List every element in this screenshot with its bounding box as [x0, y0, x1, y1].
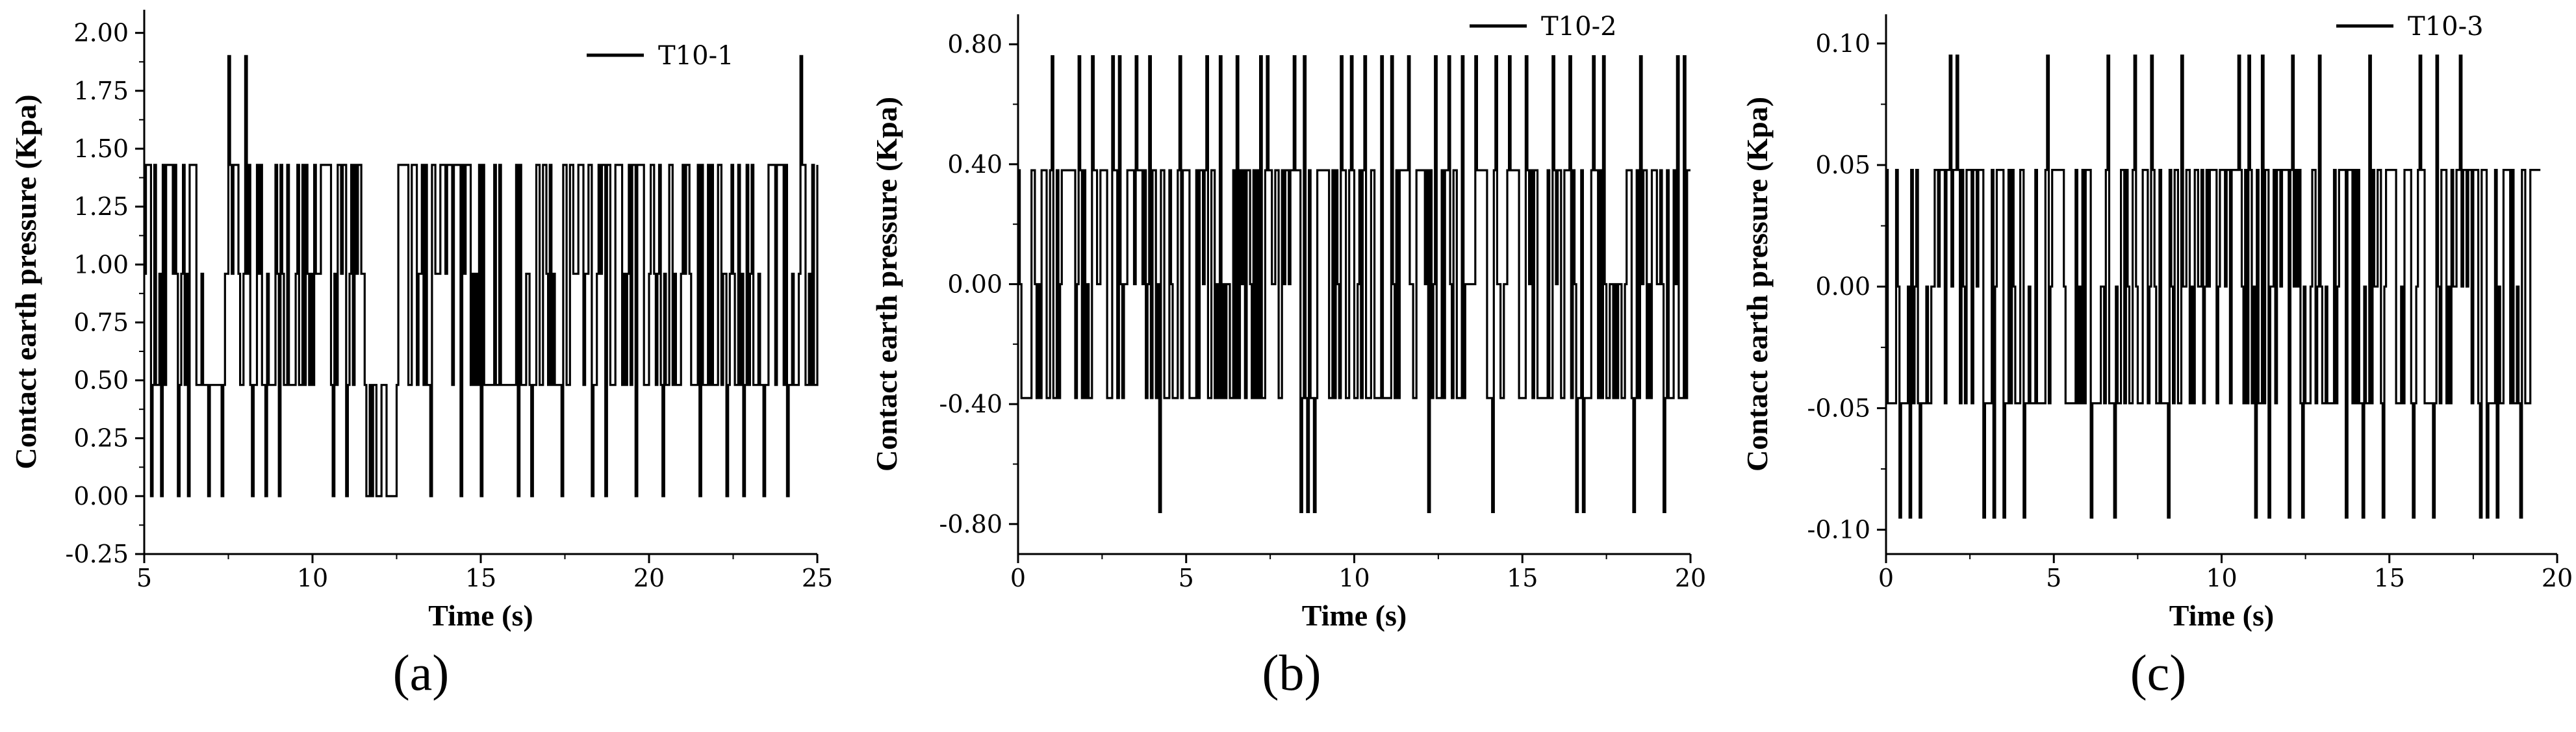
- y-axis-label: Contact earth pressure (Kpa): [1741, 97, 1774, 472]
- legend-label: T10-2: [1541, 12, 1617, 42]
- y-axis-label: Contact earth pressure (Kpa): [870, 97, 903, 472]
- x-tick-label: 15: [465, 564, 496, 592]
- y-tick-label: 0.00: [73, 482, 129, 511]
- y-tick-label: -0.05: [1807, 394, 1870, 422]
- series-line-T10-1: [144, 55, 819, 498]
- x-tick-label: 10: [297, 564, 328, 592]
- x-tick-label: 10: [1338, 564, 1370, 592]
- y-tick-label: 0.80: [947, 30, 1002, 58]
- y-tick-label: 1.25: [73, 192, 129, 221]
- y-tick-label: 0.00: [947, 270, 1002, 299]
- x-tick-label: 10: [2206, 564, 2237, 592]
- x-tick-label: 20: [2542, 564, 2573, 592]
- panel-caption: (a): [393, 644, 450, 701]
- panel-caption: (c): [2130, 644, 2187, 701]
- x-tick-label: 20: [1675, 564, 1706, 592]
- y-tick-label: -0.25: [66, 540, 129, 568]
- x-tick-label: 15: [2374, 564, 2405, 592]
- legend-label: T10-3: [2408, 12, 2484, 42]
- y-tick-label: 0.25: [73, 424, 129, 453]
- legend-label: T10-1: [658, 41, 734, 71]
- y-tick-label: 0.10: [1815, 29, 1870, 58]
- series-line-T10-2: [1018, 55, 1690, 513]
- y-tick-label: 0.05: [1815, 151, 1870, 179]
- y-axis-label: Contact earth pressure (Kpa): [9, 94, 42, 469]
- y-tick-label: 1.00: [73, 250, 129, 279]
- x-axis-label: Time (s): [1302, 599, 1407, 632]
- y-tick-label: 0.75: [73, 308, 129, 336]
- y-tick-label: 1.75: [73, 77, 129, 105]
- x-tick-label: 0: [1010, 564, 1026, 592]
- chart-panel-c: 0 5 10 15 20 -0.10 -0.05 0.00 0.05 0.10 Time (s) Co…: [1741, 12, 2573, 701]
- y-tick-label: 0.00: [1815, 272, 1870, 301]
- chart-panel-a: 5 10 15 20 25 -0.25 0.00 0.25 0.50 0.75 1.00 1.25 1.…: [9, 10, 833, 701]
- y-tick-label: 2.00: [73, 19, 129, 47]
- x-tick-label: 5: [136, 564, 152, 592]
- x-tick-label: 15: [1507, 564, 1538, 592]
- y-tick-label: 0.40: [947, 150, 1002, 179]
- x-tick-label: 20: [633, 564, 665, 592]
- x-tick-label: 5: [2046, 564, 2061, 592]
- x-axis-label: Time (s): [428, 599, 533, 632]
- y-tick-label: -0.40: [939, 390, 1002, 418]
- x-tick-label: 0: [1878, 564, 1894, 592]
- y-tick-label: -0.80: [939, 510, 1002, 538]
- x-tick-label: 25: [802, 564, 833, 592]
- chart-panel-b: 0 5 10 15 20 -0.80 -0.40 0.00 0.40 0.80 Time (s) Co…: [870, 12, 1706, 701]
- y-tick-label: 1.50: [73, 134, 129, 163]
- panel-caption: (b): [1262, 644, 1321, 701]
- y-tick-label: 0.50: [73, 366, 129, 395]
- series-line-T10-3: [1886, 55, 2541, 519]
- x-tick-label: 5: [1179, 564, 1194, 592]
- y-tick-label: -0.10: [1807, 516, 1870, 544]
- x-axis-label: Time (s): [2169, 599, 2274, 632]
